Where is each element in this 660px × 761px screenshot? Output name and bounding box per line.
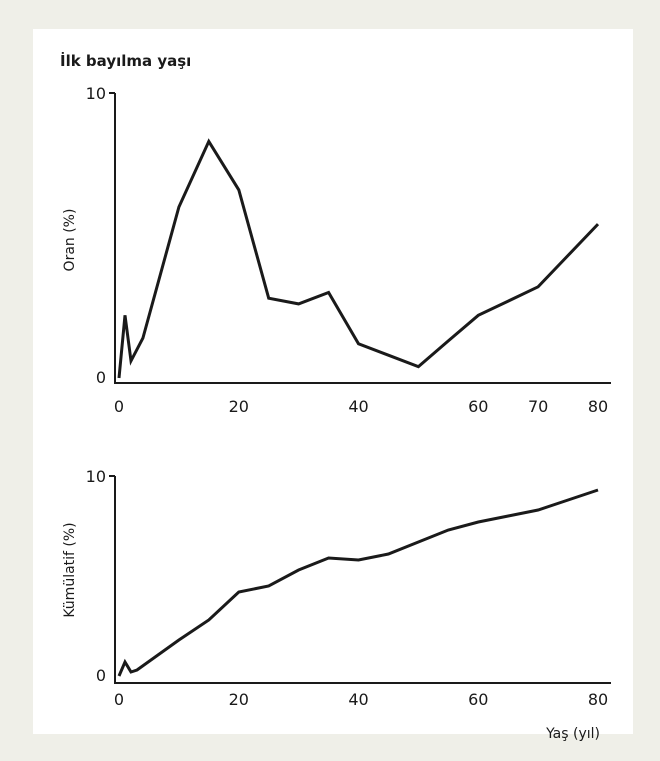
x-tick-label: 0 [114, 690, 124, 709]
y-ticks: 0 10 [86, 84, 106, 387]
x-ticks: 0 20 40 60 80 [114, 690, 608, 709]
x-tick-label: 70 [528, 397, 548, 416]
y-tick-label: 10 [86, 84, 106, 103]
x-ticks: 0 20 40 60 70 80 [114, 397, 608, 416]
y-tick-label: 10 [86, 467, 106, 486]
x-tick-label: 40 [348, 690, 368, 709]
x-tick-label: 60 [468, 397, 488, 416]
y-axis-label: Kümülatif (%) [62, 522, 78, 617]
y-tick-label: 0 [96, 368, 106, 387]
x-tick-label: 20 [229, 690, 249, 709]
y-ticks: 0 10 [86, 467, 106, 685]
chart-title: İlk bayılma yaşı [60, 51, 191, 70]
x-axis-label: Yaş (yıl) [545, 726, 600, 742]
x-tick-label: 80 [588, 690, 608, 709]
figure-panel [33, 29, 633, 734]
x-tick-label: 60 [468, 690, 488, 709]
x-tick-label: 80 [588, 397, 608, 416]
x-tick-label: 20 [229, 397, 249, 416]
series-line [117, 138, 600, 379]
series-line [117, 488, 599, 677]
y-axis-label: Oran (%) [62, 209, 78, 272]
x-tick-label: 0 [114, 397, 124, 416]
rate-chart: İlk bayılma yaşı Oran (%) 0 20 40 60 70 80 0 1… [60, 51, 611, 416]
cumulative-chart: Kümülatif (%) 0 20 40 60 80 0 10 Yaş (yıl) [62, 467, 611, 742]
x-tick-label: 40 [348, 397, 368, 416]
y-tick-label: 0 [96, 666, 106, 685]
